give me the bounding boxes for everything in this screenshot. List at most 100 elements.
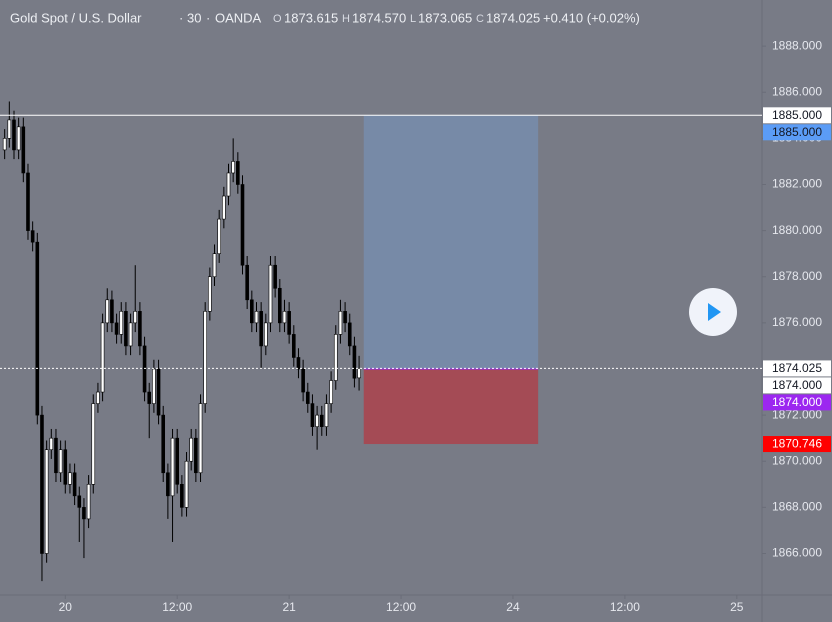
y-tick-label: 1878.000 (772, 269, 822, 283)
candle-body (198, 403, 203, 474)
candle-body (77, 495, 82, 508)
candle-body (250, 299, 254, 324)
candle-body (105, 299, 110, 324)
candle-body (133, 311, 138, 324)
x-tick-label: 12:00 (162, 600, 192, 614)
candle-body (114, 322, 119, 335)
separator: · (206, 10, 210, 25)
candle-body (217, 218, 221, 254)
price-label-badge (763, 360, 831, 377)
candle-body (259, 311, 263, 347)
candle-body (203, 311, 207, 404)
open-value: 1873.615 (284, 10, 338, 25)
candle-body (63, 449, 68, 485)
price-label-badge (763, 124, 831, 141)
price-label: 1874.025 (772, 361, 822, 375)
candle-body (156, 368, 161, 416)
y-tick-label: 1888.000 (772, 38, 822, 52)
candle-body (138, 311, 142, 347)
x-tick-label: 24 (506, 600, 520, 614)
candle-body (68, 472, 72, 485)
x-tick-label: 20 (59, 600, 73, 614)
y-tick-label: 1886.000 (772, 84, 822, 98)
candle-body (44, 449, 49, 554)
candle-body (347, 322, 352, 347)
candle-body (296, 357, 301, 370)
candle-body (2, 138, 7, 151)
play-icon[interactable] (708, 303, 721, 321)
profit-zone (363, 115, 539, 369)
candle-body (16, 126, 21, 151)
candle-body (236, 161, 240, 185)
legend-header: Gold Spot / U.S. Dollar · 30 · OANDA O 1… (10, 10, 640, 25)
price-label: 1874.000 (772, 378, 822, 392)
candle-body (357, 368, 361, 379)
y-tick-label: 1866.000 (772, 546, 822, 560)
y-tick-label: 1882.000 (772, 177, 822, 191)
x-tick-label: 25 (730, 600, 744, 614)
candle-body (180, 484, 184, 508)
price-label-badge (763, 107, 831, 124)
candle-body (212, 253, 217, 278)
y-tick-label: 1872.000 (772, 407, 822, 421)
price-label-badge (763, 436, 831, 453)
axes: 1866.0001868.0001870.0001872.0001874.000… (59, 38, 831, 614)
change: +0.410 (+0.02%) (543, 10, 640, 25)
low-key: L (410, 13, 416, 25)
candle-body (282, 311, 287, 324)
play-button[interactable] (689, 288, 737, 336)
candle-body (184, 460, 189, 508)
candle-body (7, 119, 12, 139)
candle-body (338, 311, 343, 335)
exchange: OANDA (215, 10, 262, 25)
candle-body (147, 391, 152, 404)
candle-body (35, 241, 40, 416)
candle-body (142, 345, 147, 393)
candle-body (291, 334, 296, 358)
separator: · (179, 10, 183, 25)
candle-body (329, 380, 333, 404)
candle-body (82, 507, 86, 520)
candle-body (72, 472, 77, 497)
candle-body (30, 230, 35, 243)
candle-body (119, 311, 124, 335)
close-key: C (476, 13, 484, 25)
candle-body (161, 414, 166, 474)
candle-body (21, 126, 26, 174)
candle-body (40, 414, 44, 554)
symbol: Gold Spot / U.S. Dollar (10, 10, 142, 25)
candle-body (310, 403, 315, 427)
candle-body (222, 195, 226, 220)
candle-body (189, 437, 193, 462)
candle-body (12, 119, 16, 151)
open-key: O (273, 13, 282, 25)
close-value: 1874.025 (486, 10, 540, 25)
candle-body (319, 414, 324, 427)
candle-body (231, 161, 235, 174)
candle-body (278, 287, 282, 324)
candle-body (305, 391, 310, 404)
candle-body (245, 264, 249, 301)
candle-body (91, 403, 96, 485)
candle-body (58, 449, 63, 474)
high-key: H (342, 13, 350, 25)
candle-body (208, 276, 212, 312)
candle-body (152, 368, 156, 404)
candle-body (273, 264, 277, 289)
candle-body (194, 437, 198, 474)
price-label-badge (763, 394, 831, 411)
candle-body (333, 334, 338, 381)
high-value: 1874.570 (352, 10, 406, 25)
x-tick-label: 21 (282, 600, 296, 614)
price-label: 1885.000 (772, 125, 822, 139)
candle-body (100, 322, 105, 393)
candle-body (226, 172, 231, 197)
candle-body (254, 311, 259, 324)
candle-body (124, 311, 128, 347)
candle-body (343, 311, 347, 324)
candle-body (96, 391, 100, 404)
candle-body (54, 437, 58, 474)
y-tick-label: 1868.000 (772, 500, 822, 514)
candle-body (240, 184, 245, 266)
